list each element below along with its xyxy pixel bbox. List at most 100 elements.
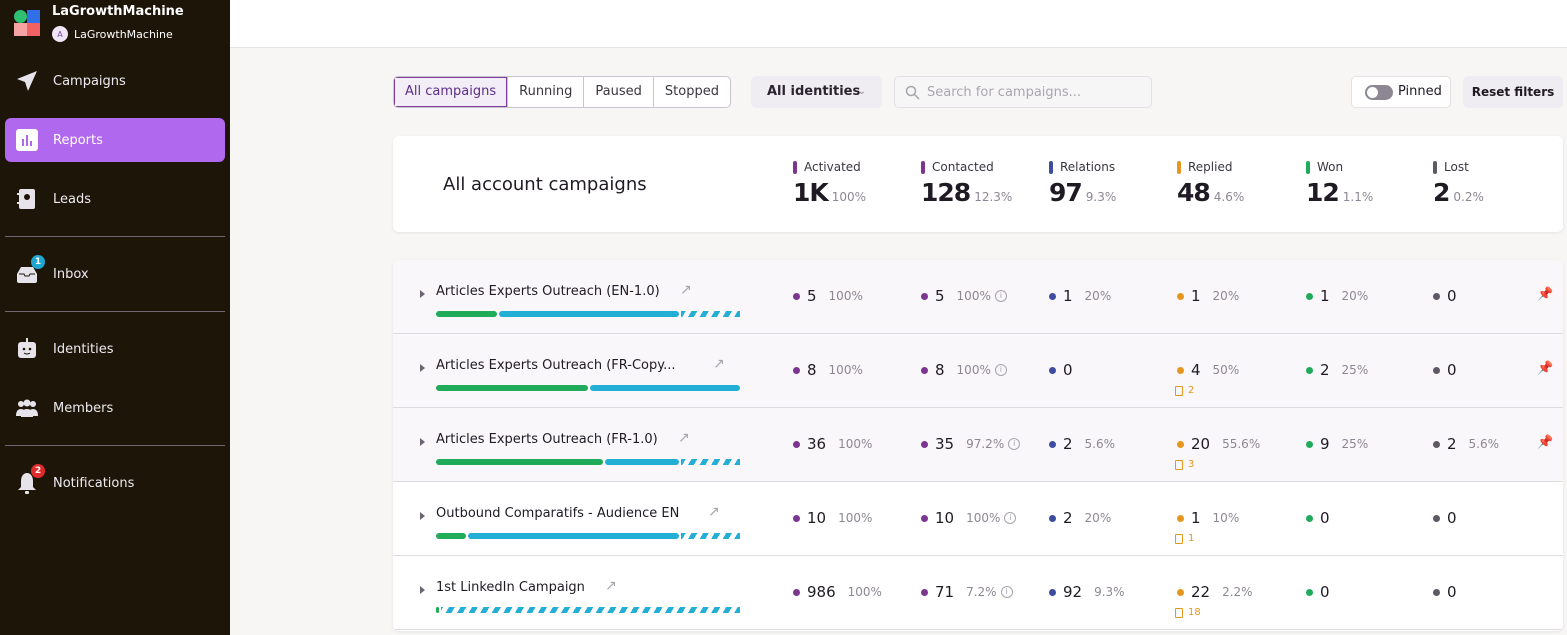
replied-percent: 10% [1212,511,1240,525]
pin-icon[interactable]: 📌 [1537,287,1554,302]
toggle-switch[interactable] [1365,85,1393,100]
sidebar-item-members[interactable]: Members [5,386,225,430]
cell-replied: 22 2.2% [1177,583,1253,601]
cell-replied: 4 50% [1177,361,1239,379]
pinned-toggle[interactable]: Pinned [1351,76,1451,108]
reset-filters-button[interactable]: Reset filters [1463,76,1563,108]
info-icon[interactable]: i [1000,586,1013,598]
dot-icon [1433,514,1440,522]
sidebar-item-notifications[interactable]: 2 Notifications [5,461,225,505]
table-row[interactable]: Outbound Comparatifs - Audience EN ↗ 10 … [393,482,1563,556]
relations-percent: 20% [1084,511,1112,525]
sidebar-item-label: Notifications [53,475,135,491]
dot-icon [1433,366,1440,374]
pin-icon[interactable]: 📌 [1537,435,1554,450]
table-row[interactable]: 1st LinkedIn Campaign ↗ 986 100% 71 7.2%… [393,556,1563,630]
table-row[interactable]: Articles Experts Outreach (FR-1.0) ↗ 36 … [393,408,1563,482]
stat-value: 128 [921,178,971,207]
replied-tasks[interactable]: 1 [1175,533,1194,544]
progress-remaining-segment [681,311,740,317]
tab-stopped[interactable]: Stopped [652,77,730,107]
expand-caret-icon[interactable] [420,512,425,520]
cell-activated: 36 100% [793,435,872,453]
dot-icon [1049,440,1056,448]
won-count: 1 [1320,287,1330,305]
cell-contacted: 35 97.2% i [921,435,1021,453]
brand-logo-icon [14,10,40,36]
workspace-switcher[interactable]: A LaGrowthMachine [52,26,173,42]
cell-activated: 5 100% [793,287,863,305]
progress-active-segment [605,459,680,465]
tab-running[interactable]: Running [507,77,583,107]
open-external-arrow-icon[interactable]: ↗ [708,504,720,520]
lost-count: 0 [1447,583,1457,601]
campaign-name[interactable]: Articles Experts Outreach (EN-1.0) [436,284,660,299]
campaign-name[interactable]: Outbound Comparatifs - Audience EN [436,506,680,521]
identities-dropdown[interactable]: All identities ⌄ [751,76,882,108]
info-icon[interactable]: i [1004,512,1017,524]
stat-lost: Lost 2 0.2% [1433,160,1484,207]
search-input[interactable] [927,77,1147,107]
top-bar [230,0,1567,48]
clipboard-icon [1175,607,1183,618]
status-filter-tabs: All campaigns Running Paused Stopped [393,76,731,108]
sidebar-item-leads[interactable]: Leads [5,177,225,221]
open-external-arrow-icon[interactable]: ↗ [678,430,690,446]
campaigns-table: Articles Experts Outreach (EN-1.0) ↗ 5 1… [393,260,1563,631]
replied-tasks[interactable]: 18 [1175,607,1201,618]
stat-label: Activated [804,160,861,174]
campaign-progress-bar [436,533,740,539]
expand-caret-icon[interactable] [420,586,425,594]
open-external-arrow-icon[interactable]: ↗ [713,356,725,372]
info-icon[interactable]: i [994,364,1007,376]
activated-percent: 100% [828,363,863,377]
divider [5,236,225,237]
stat-percent: 12.3% [974,190,1013,204]
contacted-percent: 100% [956,289,991,303]
sidebar-item-inbox[interactable]: 1 Inbox [5,252,225,296]
campaign-name[interactable]: Articles Experts Outreach (FR-1.0) [436,432,658,447]
color-marker [1049,160,1053,174]
workspace-name: LaGrowthMachine [74,27,173,41]
avatar: A [52,26,68,42]
color-marker [1177,160,1181,174]
table-row[interactable]: Articles Experts Outreach (FR-Copy... ↗ … [393,334,1563,408]
expand-caret-icon[interactable] [420,438,425,446]
expand-caret-icon[interactable] [420,364,425,372]
tasks-count: 18 [1188,607,1201,618]
cell-lost: 0 [1433,509,1457,527]
expand-caret-icon[interactable] [420,290,425,298]
stat-value: 97 [1049,178,1083,207]
dot-icon [1306,514,1313,522]
won-count: 0 [1320,509,1330,527]
info-icon[interactable]: i [994,290,1007,302]
progress-remaining-segment [681,533,740,539]
table-row[interactable]: Articles Experts Outreach (EN-1.0) ↗ 5 1… [393,260,1563,334]
open-external-arrow-icon[interactable]: ↗ [605,578,617,594]
search-box [894,76,1152,108]
pin-icon[interactable]: 📌 [1537,361,1554,376]
sidebar-item-reports[interactable]: Reports [5,118,225,162]
campaign-name[interactable]: 1st LinkedIn Campaign [436,580,585,595]
progress-won-segment [436,459,604,465]
dot-icon [793,440,800,448]
info-icon[interactable]: i [1008,438,1021,450]
lost-count: 2 [1447,435,1457,453]
open-external-arrow-icon[interactable]: ↗ [680,282,692,298]
activated-count: 986 [807,583,836,601]
cell-won: 1 20% [1306,287,1368,305]
progress-won-segment [436,311,497,317]
tab-all-campaigns[interactable]: All campaigns [394,77,508,107]
replied-tasks[interactable]: 3 [1175,459,1194,470]
sidebar-item-campaigns[interactable]: Campaigns [5,59,225,103]
tab-paused[interactable]: Paused [583,77,652,107]
replied-tasks[interactable]: 2 [1175,385,1194,396]
progress-active-segment [498,311,680,317]
contacted-count: 10 [935,509,955,527]
sidebar-item-identities[interactable]: Identities [5,327,225,371]
stat-contacted: Contacted 128 12.3% [921,160,1012,207]
activated-percent: 100% [847,585,882,599]
relations-count: 92 [1063,583,1083,601]
campaign-name[interactable]: Articles Experts Outreach (FR-Copy... [436,358,676,373]
lost-count: 0 [1447,287,1457,305]
